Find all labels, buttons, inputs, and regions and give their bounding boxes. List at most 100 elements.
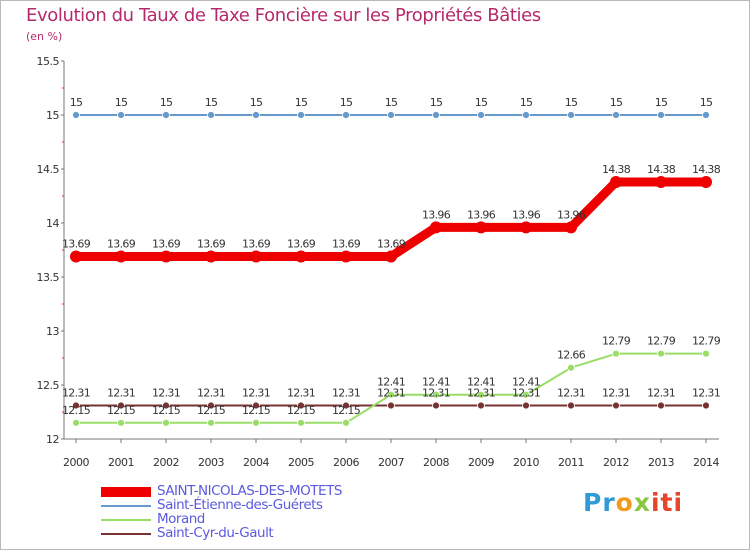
data-label: 14.38: [692, 163, 721, 176]
data-label: 12.15: [62, 404, 91, 417]
data-point: [655, 175, 667, 188]
data-point: [522, 111, 530, 119]
data-point: [432, 111, 440, 119]
data-point: [477, 401, 485, 410]
data-point: [657, 111, 665, 119]
data-point: [700, 175, 712, 188]
data-point: [117, 401, 125, 410]
y-tick-label: 13: [46, 325, 59, 338]
data-point: [702, 401, 710, 410]
y-tick-label: 14.5: [37, 163, 60, 176]
x-tick-label: 2003: [198, 456, 224, 469]
legend-swatch: [101, 487, 151, 497]
legend-label: SAINT-NICOLAS-DES-MOTETS: [157, 483, 342, 499]
data-point: [522, 390, 530, 399]
data-point: [205, 250, 217, 263]
legend-swatch: [101, 519, 151, 521]
data-label: 12.15: [152, 404, 181, 417]
data-label: 12.31: [152, 387, 180, 400]
data-label: 15: [700, 96, 713, 109]
data-label: 12.15: [107, 404, 136, 417]
data-point: [612, 401, 620, 410]
data-label: 13.69: [287, 237, 316, 250]
data-point: [657, 401, 665, 410]
data-point: [207, 418, 215, 427]
y-tick-label: 12: [46, 433, 59, 446]
x-tick-label: 2011: [558, 456, 584, 469]
data-label: 13.96: [512, 208, 541, 221]
data-label: 13.96: [557, 208, 586, 221]
y-tick-label: 15.5: [37, 55, 60, 68]
data-label: 13.69: [62, 237, 91, 250]
data-point: [657, 349, 665, 358]
brand-logo-part: iti: [650, 488, 684, 517]
x-tick-label: 2012: [603, 456, 629, 469]
data-label: 12.66: [557, 349, 586, 362]
data-point: [342, 418, 350, 427]
data-point: [162, 401, 170, 410]
data-point: [342, 111, 350, 119]
data-label: 12.31: [512, 387, 540, 400]
x-tick-label: 2007: [378, 456, 404, 469]
x-tick-label: 2006: [333, 456, 359, 469]
x-tick-label: 2013: [648, 456, 674, 469]
brand-logo: Proxiti: [583, 488, 683, 517]
data-point: [72, 111, 80, 119]
data-label: 14.38: [647, 163, 676, 176]
brand-logo-part: Pr: [583, 488, 616, 517]
data-label: 12.31: [197, 387, 225, 400]
x-tick-label: 2010: [513, 456, 539, 469]
data-label: 15: [475, 96, 488, 109]
data-point: [70, 250, 82, 263]
data-point: [295, 250, 307, 263]
data-label: 12.41: [467, 376, 495, 389]
data-point: [72, 401, 80, 410]
data-point: [477, 390, 485, 399]
data-label: 13.96: [422, 208, 451, 221]
data-point: [117, 418, 125, 427]
data-point: [72, 418, 80, 427]
data-label: 12.31: [692, 387, 720, 400]
data-label: 15: [70, 96, 83, 109]
data-label: 15: [655, 96, 668, 109]
data-label: 12.15: [287, 404, 316, 417]
data-point: [702, 349, 710, 358]
data-label: 15: [250, 96, 263, 109]
data-point: [475, 221, 487, 234]
data-label: 15: [205, 96, 218, 109]
legend-label: Morand: [157, 511, 205, 527]
data-label: 12.41: [422, 376, 450, 389]
data-label: 13.69: [152, 237, 181, 250]
data-point: [387, 111, 395, 119]
legend-swatch: [101, 505, 151, 507]
data-label: 12.41: [377, 376, 405, 389]
data-point: [385, 250, 397, 263]
data-label: 12.31: [422, 387, 450, 400]
data-label: 12.31: [242, 387, 270, 400]
data-label: 12.31: [377, 387, 405, 400]
data-point: [207, 401, 215, 410]
data-point: [610, 175, 622, 188]
data-point: [297, 401, 305, 410]
data-label: 12.15: [332, 404, 361, 417]
data-label: 12.79: [602, 335, 631, 348]
data-point: [612, 349, 620, 358]
legend-label: Saint-Cyr-du-Gault: [157, 525, 274, 541]
data-point: [252, 418, 260, 427]
chart-subtitle: (en %): [26, 30, 63, 43]
data-point: [567, 401, 575, 410]
data-point: [250, 250, 262, 263]
data-label: 15: [160, 96, 173, 109]
data-point: [162, 111, 170, 119]
data-label: 13.69: [377, 237, 406, 250]
x-tick-label: 2002: [153, 456, 179, 469]
x-tick-label: 2000: [63, 456, 89, 469]
x-tick-label: 2005: [288, 456, 314, 469]
data-label: 13.69: [242, 237, 271, 250]
y-tick-label: 15: [46, 109, 59, 122]
data-point: [477, 111, 485, 119]
data-label: 15: [340, 96, 353, 109]
data-point: [115, 250, 127, 263]
